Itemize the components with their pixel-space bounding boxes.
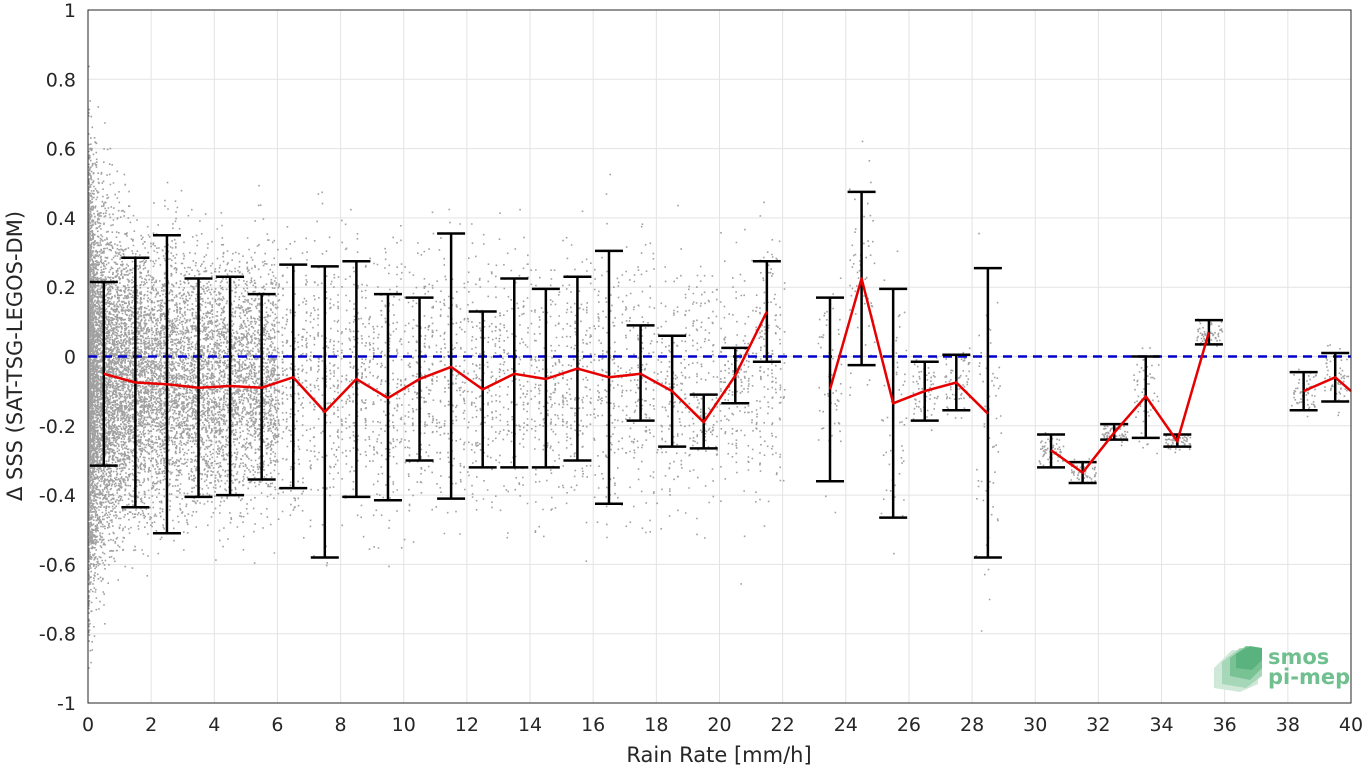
x-tick-label: 38 [1276,714,1300,736]
y-axis-label: Δ SSS (SAT-TSG-LEGOS-DM) [3,211,27,501]
x-tick-label: 28 [960,714,984,736]
x-tick-label: 30 [1023,714,1047,736]
y-tick-label: -0.8 [39,624,76,646]
mean-line-segment [828,277,989,415]
x-tick-label: 0 [82,714,94,736]
mean-line-segment [1050,331,1211,474]
mean-line-segment [1303,376,1352,393]
mean-line [103,277,1352,474]
plot-frame [87,9,1352,704]
x-tick-label: 6 [271,714,283,736]
smos-pi-mep-logo: smos pi-mep [1214,645,1350,692]
x-tick-label: 40 [1339,714,1363,736]
x-tick-label: 2 [145,714,157,736]
x-tick-label: 26 [897,714,921,736]
x-tick-label: 14 [518,714,542,736]
x-tick-label: 8 [335,714,347,736]
x-tick-label: 4 [208,714,220,736]
x-tick-label: 32 [1086,714,1110,736]
x-tick-labels: 0 2 4 6 8 10 12 14 16 18 20 22 24 26 28 30 32 34 36 38 40 [82,714,1363,736]
mean-line-segment [103,310,769,424]
y-tick-label: 0.6 [46,139,76,161]
error-bars [89,190,1350,559]
y-tick-label: 0.2 [46,277,76,299]
logo-text-smos: smos [1268,645,1329,669]
y-tick-label: -0.2 [39,416,76,438]
logo-emblem-icon [1214,646,1262,692]
y-tick-labels: 1 0.8 0.6 0.4 0.2 0 -0.2 -0.4 -0.6 -0.8 -1 [39,0,76,715]
error-bar [816,296,845,483]
y-tick-label: 0.8 [46,69,76,91]
y-tick-label: -0.4 [39,485,76,507]
x-tick-label: 34 [1149,714,1173,736]
x-tick-label: 22 [771,714,795,736]
error-bar [752,259,781,363]
y-tick-label: 0.4 [46,208,76,230]
x-tick-label: 24 [834,714,858,736]
x-tick-label: 18 [644,714,668,736]
x-tick-label: 20 [707,714,731,736]
y-tick-label: -0.6 [39,554,76,576]
x-tick-label: 12 [455,714,479,736]
logo-text-pi-mep: pi-mep [1268,665,1350,689]
x-tick-label: 36 [1213,714,1237,736]
x-tick-label: 16 [581,714,605,736]
y-tick-label: 0 [64,347,76,369]
x-tick-label: 10 [392,714,416,736]
x-axis-label: Rain Rate [mm/h] [626,743,811,767]
y-tick-label: -1 [57,693,76,715]
y-tick-label: 1 [64,0,76,22]
error-bar [89,280,118,467]
